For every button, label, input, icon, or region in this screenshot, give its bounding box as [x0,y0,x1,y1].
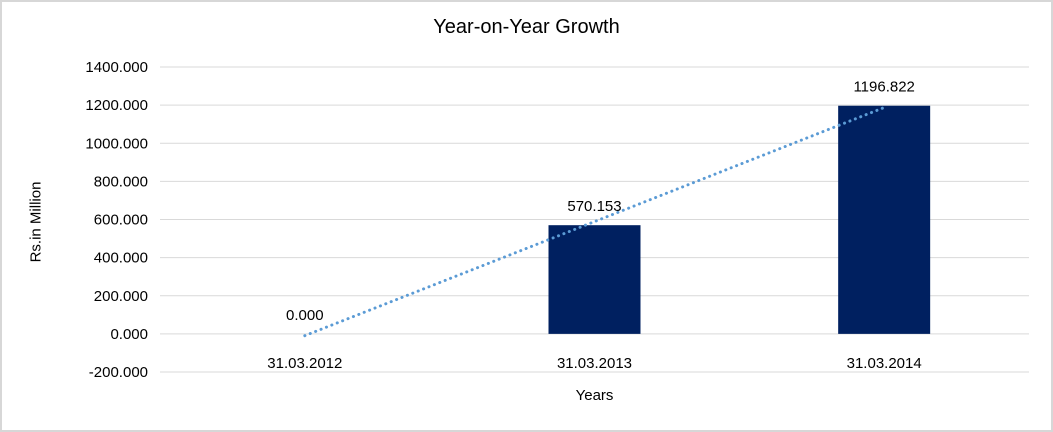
bar-data-label: 1196.822 [853,79,914,96]
ytick-label: 1400.000 [85,59,148,76]
x-axis-title: Years [575,387,614,404]
bar-data-label: 570.153 [567,198,621,215]
ytick-label: 0.000 [110,326,148,343]
bar-data-label: 0.000 [286,307,324,324]
ytick-label: -200.000 [89,364,148,381]
ytick-label: 800.000 [94,173,148,190]
category-label: 31.03.2013 [557,355,632,372]
bar [838,105,931,334]
ytick-label: 600.000 [94,212,148,229]
bar [548,225,641,334]
y-axis-title: Rs.in Million [27,181,45,263]
ytick-label: 1200.000 [85,97,148,114]
category-label: 31.03.2012 [267,355,342,372]
ytick-label: 200.000 [94,288,148,305]
ytick-label: 400.000 [94,250,148,267]
ytick-label: 1000.000 [85,135,148,152]
chart-title: Year-on-Year Growth [433,16,620,38]
trendline [303,106,886,338]
category-label: 31.03.2014 [847,355,922,372]
